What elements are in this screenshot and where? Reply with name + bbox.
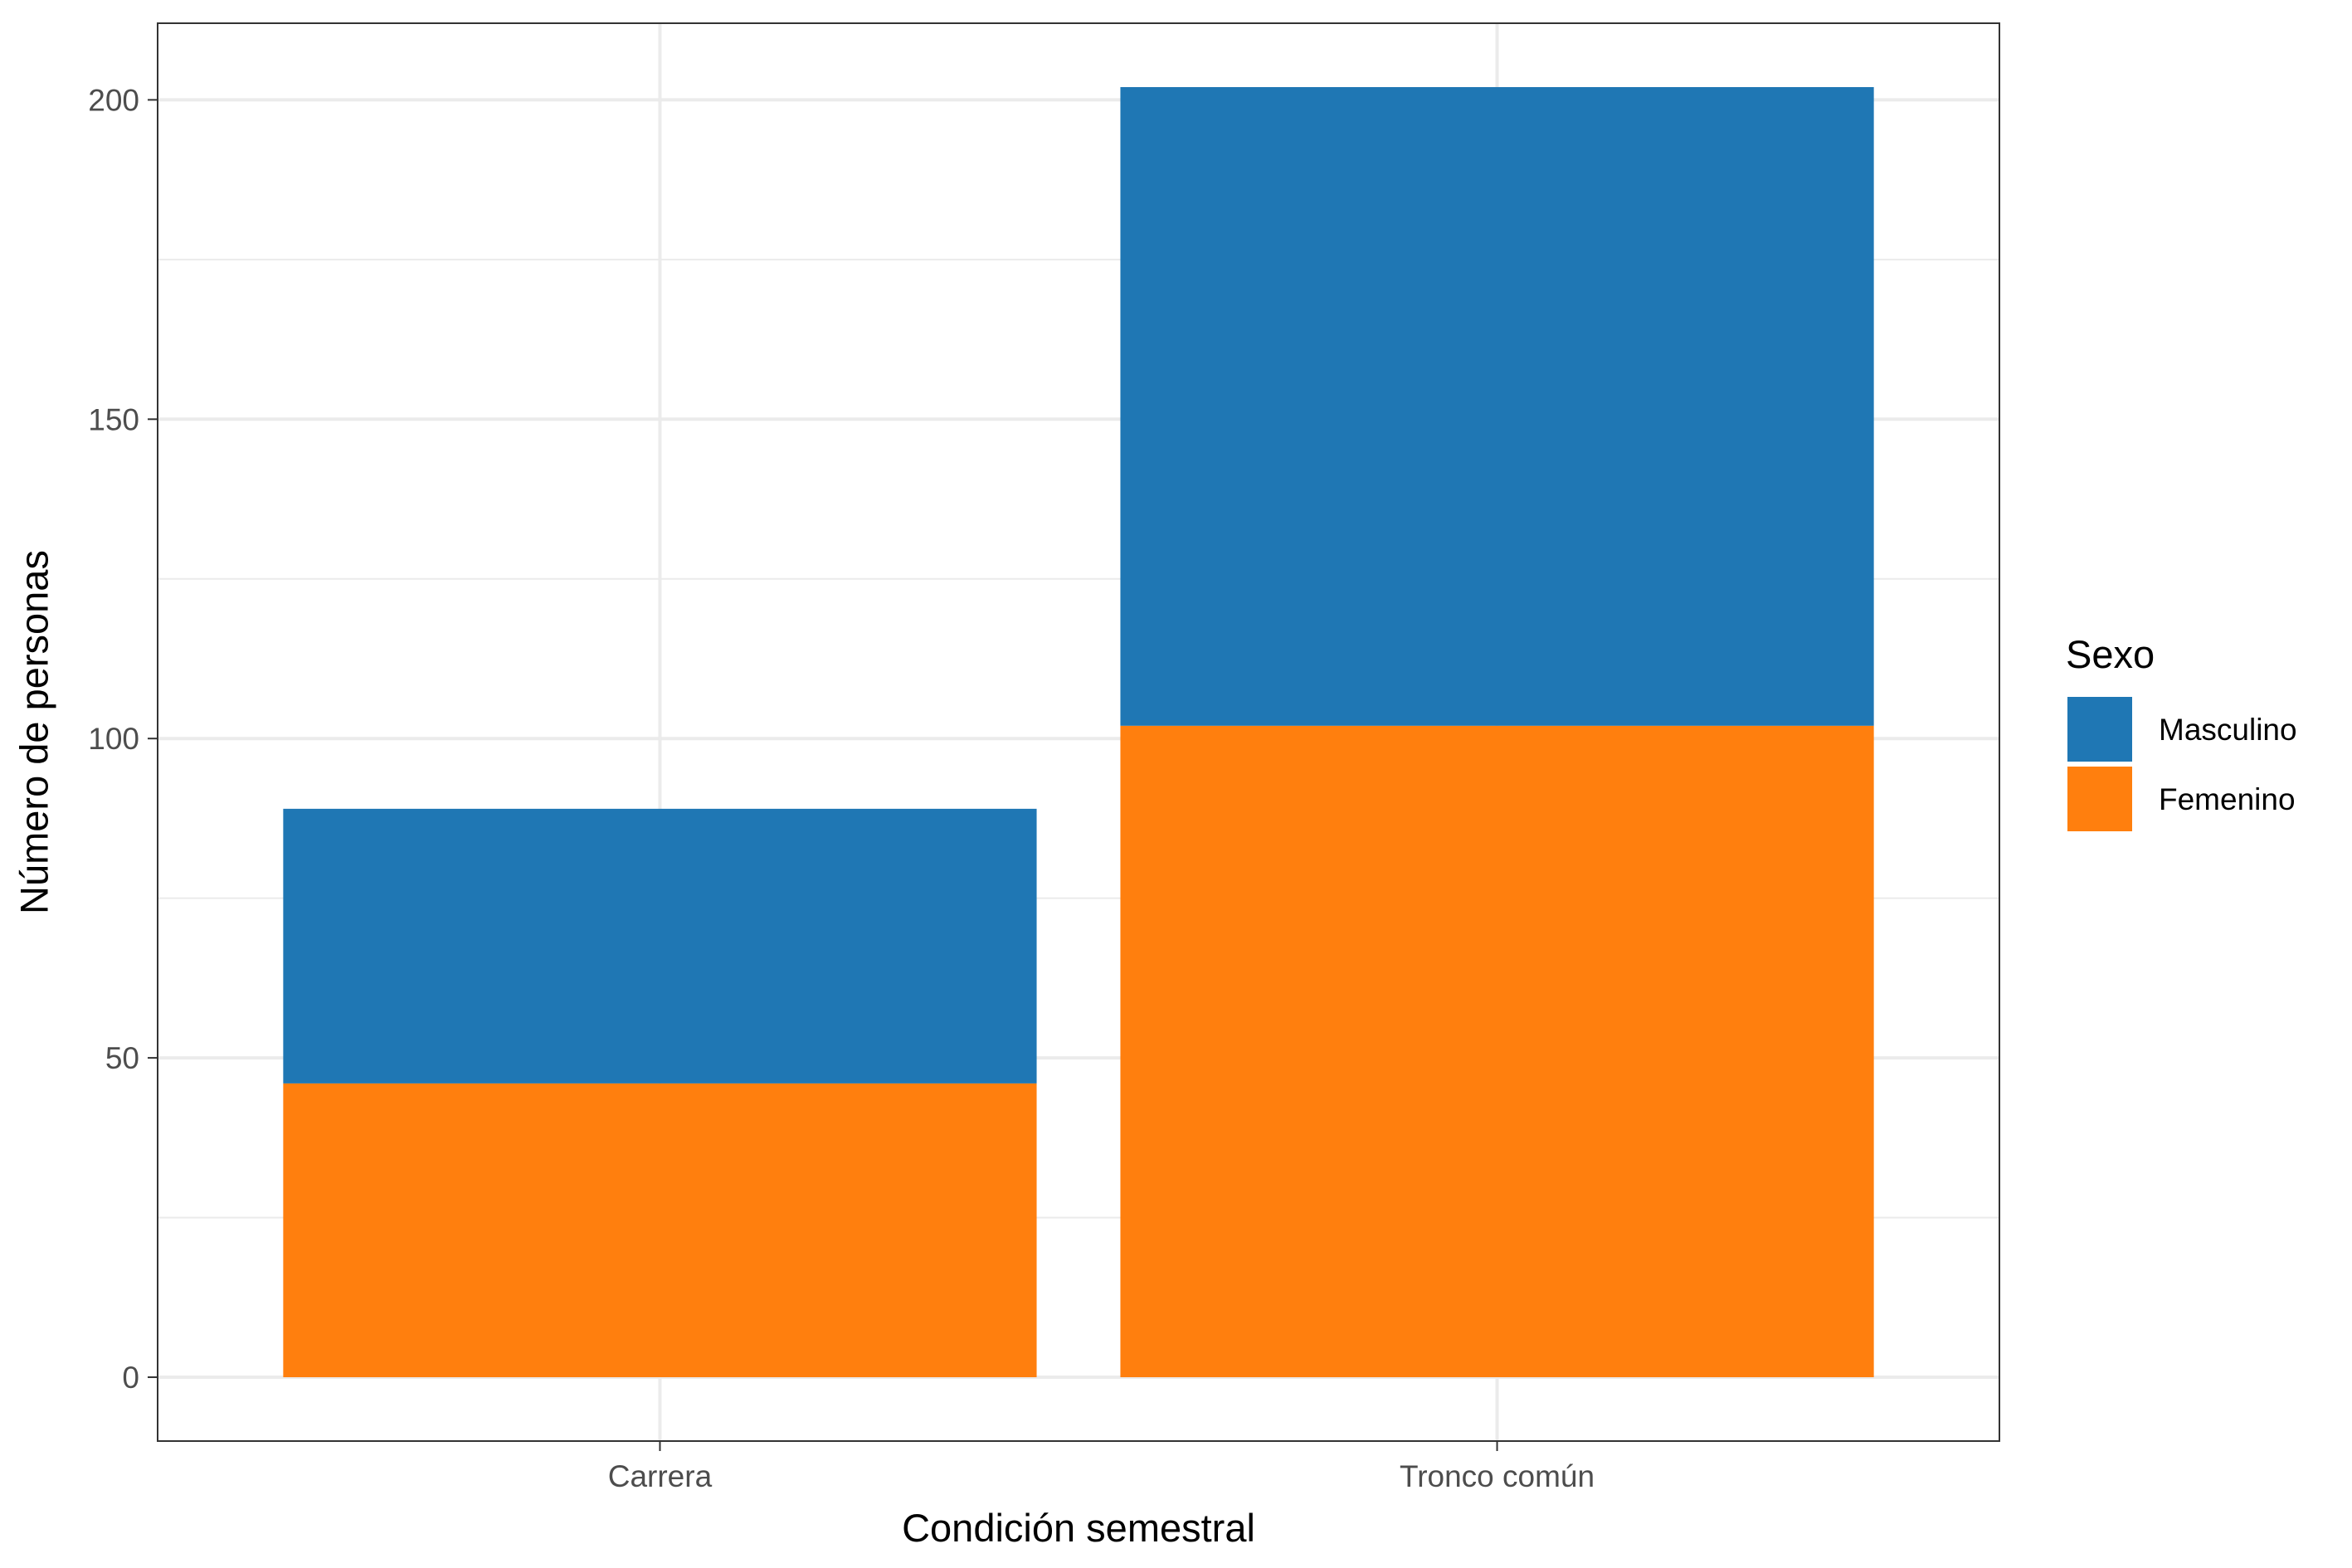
legend-key-femenino bbox=[2067, 767, 2132, 831]
y-tick-label: 200 bbox=[88, 83, 139, 117]
y-tick-label: 0 bbox=[122, 1361, 139, 1395]
y-tick-label: 100 bbox=[88, 722, 139, 756]
bar-femenino-2 bbox=[1120, 725, 1874, 1378]
x-tick-label: Tronco común bbox=[1400, 1459, 1595, 1493]
legend-label-masculino: Masculino bbox=[2159, 713, 2297, 747]
bar-femenino-1 bbox=[283, 1083, 1037, 1378]
legend-title: Sexo bbox=[2066, 632, 2155, 676]
y-tick-label: 150 bbox=[88, 402, 139, 436]
y-axis-title: Número de personas bbox=[12, 550, 56, 914]
x-axis: Carrera Tronco común bbox=[608, 1441, 1595, 1493]
x-tick-label: Carrera bbox=[608, 1459, 713, 1493]
y-axis: 0 50 100 150 200 bbox=[88, 83, 158, 1395]
legend-label-femenino: Femenino bbox=[2159, 782, 2296, 816]
legend: Sexo Masculino Femenino bbox=[2066, 632, 2297, 831]
y-tick-label: 50 bbox=[105, 1041, 139, 1075]
panel-border bbox=[157, 22, 2000, 1442]
bar-masculino-2 bbox=[1120, 86, 1874, 726]
legend-key-masculino bbox=[2067, 697, 2132, 762]
x-axis-title: Condición semestral bbox=[902, 1506, 1255, 1550]
bars bbox=[283, 86, 1874, 1378]
bar-masculino-1 bbox=[283, 808, 1037, 1083]
